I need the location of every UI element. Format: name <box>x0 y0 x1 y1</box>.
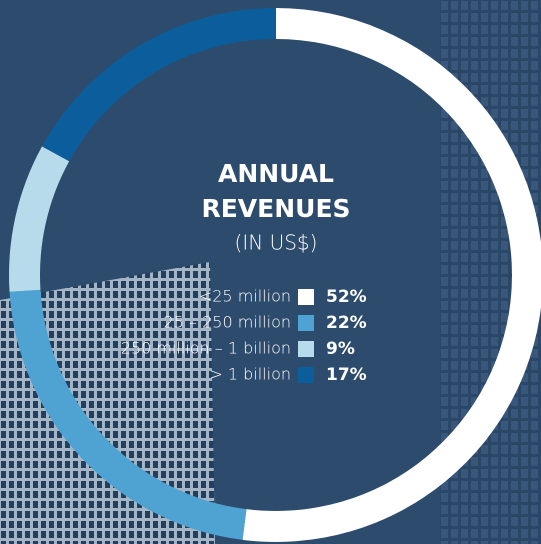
chart-subtitle: (IN US$) <box>235 231 318 255</box>
legend-label: <25 million <box>199 287 291 306</box>
legend-label: 250 million – 1 billion <box>121 339 291 358</box>
donut-segment <box>9 289 247 540</box>
chart-title: ANNUAL REVENUES <box>201 159 350 223</box>
legend-swatch <box>298 289 314 305</box>
value-label: 22% <box>326 313 367 333</box>
legend-swatch <box>298 315 314 331</box>
donut-segment <box>42 8 276 162</box>
legend-label: 25 – 250 million <box>164 313 291 332</box>
value-label: 9% <box>326 339 355 359</box>
legend-label: > 1 billion <box>209 365 291 384</box>
legend-swatch <box>298 341 314 357</box>
building <box>0 262 215 544</box>
legend-swatch <box>298 367 314 383</box>
value-label: 17% <box>326 365 367 385</box>
value-label: 52% <box>326 287 367 307</box>
donut-segment <box>9 146 70 292</box>
